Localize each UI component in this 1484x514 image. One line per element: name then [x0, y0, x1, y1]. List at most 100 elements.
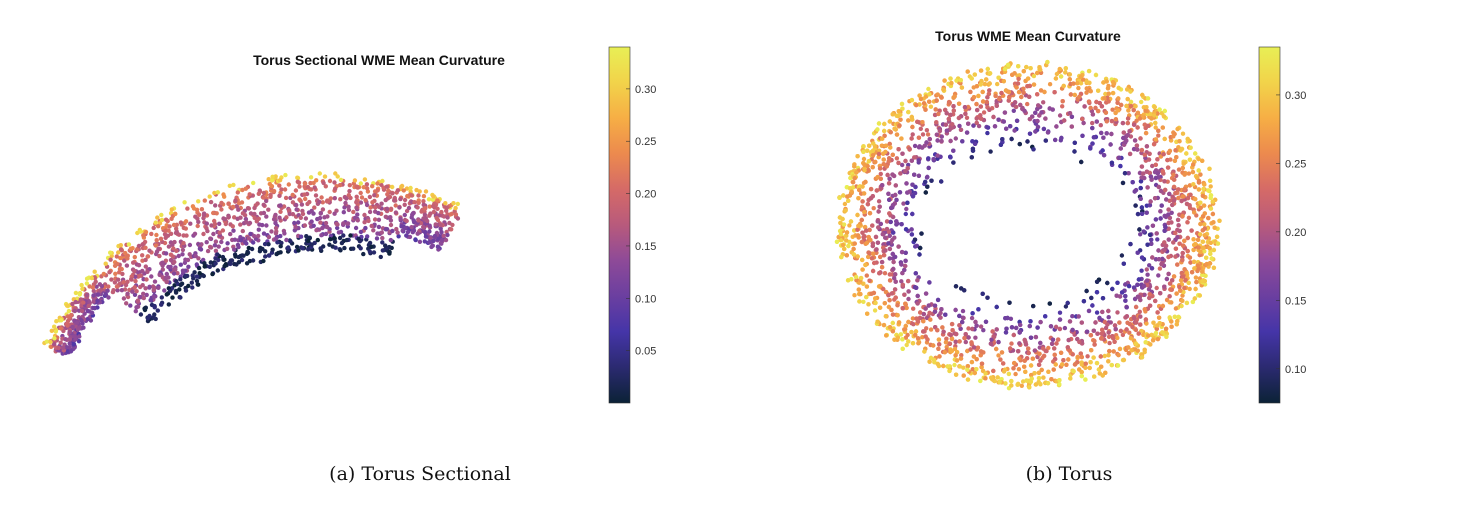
data-point	[1161, 152, 1166, 157]
data-point	[1210, 211, 1216, 217]
data-point	[1176, 223, 1181, 228]
data-point	[1056, 337, 1061, 342]
data-point	[1092, 338, 1097, 344]
data-point	[174, 226, 179, 231]
data-point	[109, 277, 114, 282]
data-point	[1211, 265, 1217, 270]
data-point	[905, 332, 910, 338]
data-point	[969, 359, 975, 365]
data-point	[411, 228, 417, 233]
data-point	[365, 234, 370, 239]
data-point	[842, 201, 848, 207]
data-point	[188, 221, 193, 226]
data-point	[1144, 278, 1150, 283]
data-point	[319, 233, 324, 238]
data-point	[1169, 210, 1174, 215]
data-point	[870, 165, 875, 170]
data-point	[228, 231, 233, 237]
data-point	[995, 375, 1000, 380]
data-point	[1179, 303, 1184, 309]
data-point	[1003, 330, 1009, 335]
data-point	[396, 234, 401, 239]
data-point	[318, 246, 323, 251]
data-point	[302, 181, 308, 186]
data-point	[1095, 331, 1100, 336]
data-point	[145, 254, 150, 259]
data-point	[1186, 171, 1191, 176]
data-point	[926, 156, 931, 161]
data-point	[865, 148, 870, 153]
data-point	[981, 328, 986, 333]
data-point	[1151, 142, 1157, 147]
data-point	[335, 225, 340, 231]
data-point	[954, 78, 959, 83]
data-point	[900, 282, 906, 288]
data-point	[1011, 332, 1016, 338]
data-point	[1105, 86, 1111, 91]
data-point	[1124, 305, 1129, 310]
data-point	[871, 206, 876, 211]
data-point	[1050, 107, 1055, 112]
data-point	[250, 258, 256, 263]
data-point	[1123, 293, 1128, 299]
data-point	[1070, 352, 1075, 357]
data-point	[74, 320, 80, 325]
data-point	[1025, 76, 1031, 81]
data-point	[964, 115, 970, 121]
data-point	[182, 200, 187, 205]
data-point	[213, 248, 219, 253]
data-point	[864, 284, 870, 289]
data-point	[232, 215, 237, 220]
data-point	[917, 252, 922, 257]
data-point	[327, 242, 332, 247]
data-point	[1023, 369, 1028, 374]
data-point	[279, 187, 284, 192]
data-point	[1202, 222, 1207, 227]
data-point	[85, 308, 91, 314]
data-point	[894, 197, 899, 203]
data-point	[894, 156, 900, 161]
data-point	[207, 264, 212, 269]
data-point	[1018, 102, 1023, 108]
data-point	[323, 184, 328, 189]
data-point	[220, 254, 226, 260]
data-point	[943, 312, 948, 317]
data-point	[311, 211, 316, 216]
data-point	[899, 262, 904, 267]
data-point	[1153, 120, 1158, 126]
data-point	[1103, 91, 1108, 97]
data-point	[358, 246, 363, 251]
data-point	[984, 77, 989, 82]
data-point	[927, 280, 932, 285]
data-point	[439, 209, 444, 215]
data-point	[923, 94, 929, 99]
data-point	[1110, 107, 1115, 112]
data-point	[170, 295, 175, 300]
data-point	[1047, 82, 1053, 87]
data-point	[1207, 246, 1212, 251]
data-point	[1083, 377, 1088, 382]
data-point	[292, 220, 297, 226]
data-point	[1195, 237, 1201, 242]
data-point	[903, 158, 908, 164]
chart-title: Torus WME Mean Curvature	[935, 28, 1121, 44]
data-point	[277, 193, 282, 198]
data-point	[380, 235, 385, 241]
data-point	[944, 336, 949, 341]
data-point	[261, 210, 267, 216]
data-point	[1107, 348, 1112, 354]
data-point	[1013, 371, 1018, 377]
data-point	[938, 310, 943, 316]
data-point	[226, 214, 231, 220]
data-point	[1120, 120, 1126, 126]
data-point	[217, 221, 222, 226]
data-point	[1109, 160, 1115, 165]
data-point	[256, 227, 261, 232]
data-point	[397, 205, 402, 210]
data-point	[861, 234, 866, 240]
data-point	[886, 181, 892, 186]
data-point	[421, 216, 426, 221]
data-point	[903, 301, 908, 306]
data-point	[421, 202, 426, 207]
data-point	[192, 231, 198, 236]
